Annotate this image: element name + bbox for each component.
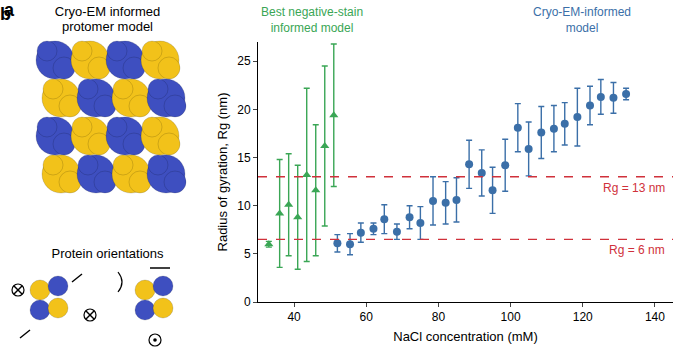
svg-text:60: 60 [360,310,374,324]
svg-text:120: 120 [573,310,593,324]
svg-text:Radius of gyration, Rg (nm): Radius of gyration, Rg (nm) [215,93,230,252]
svg-text:Rg = 6 nm: Rg = 6 nm [609,243,665,257]
svg-text:25: 25 [237,54,251,68]
svg-text:0: 0 [244,295,251,309]
svg-text:40: 40 [287,310,301,324]
svg-text:Rg = 13 nm: Rg = 13 nm [603,181,665,195]
html-text:a: a [4,0,14,20]
svg-text:10: 10 [237,199,251,213]
svg-text:20: 20 [237,103,251,117]
svg-text:Best negative-staininformed mo: Best negative-staininformed model [261,5,363,35]
svg-text:Cryo-EM-informedmodel: Cryo-EM-informedmodel [533,5,631,35]
svg-text:NaCl concentration (mM): NaCl concentration (mM) [393,329,538,344]
html-text:protomer model: protomer model [62,19,153,34]
svg-text:100: 100 [501,310,521,324]
svg-text:80: 80 [432,310,446,324]
svg-text:140: 140 [645,310,665,324]
svg-text:15: 15 [237,151,251,165]
svg-text:5: 5 [244,247,251,261]
html-text:Cryo-EM informed: Cryo-EM informed [54,4,161,19]
html-text:Protein orientations: Protein orientations [51,246,164,261]
